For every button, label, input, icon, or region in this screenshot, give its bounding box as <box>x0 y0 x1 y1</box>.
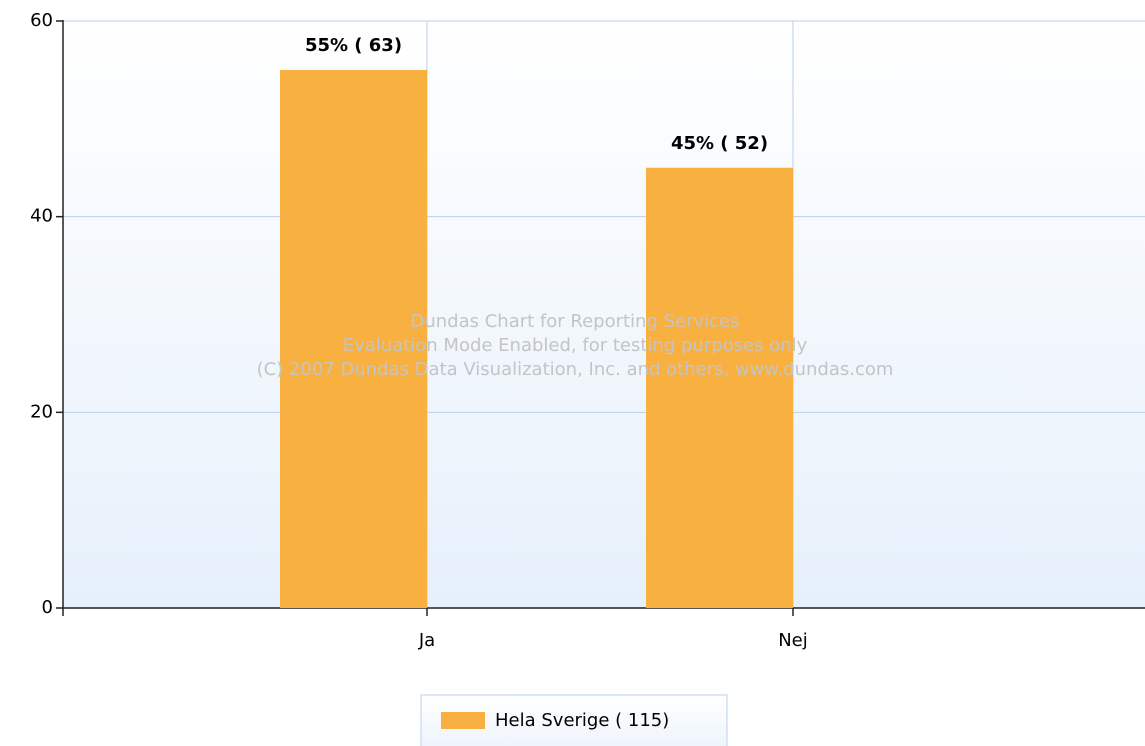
bar <box>280 69 427 608</box>
legend-swatch <box>441 712 485 729</box>
watermark-text: Dundas Chart for Reporting Services <box>410 311 739 332</box>
y-tick-label: 40 <box>30 206 53 227</box>
data-label: 45% ( 52) <box>671 133 768 154</box>
y-tick-label: 60 <box>30 10 53 31</box>
marks: 55% ( 63) 45% ( 52) <box>280 35 793 608</box>
data-label: 55% ( 63) <box>305 35 402 56</box>
legend-label: Hela Sverige ( 115) <box>495 710 669 731</box>
bar <box>646 167 793 608</box>
y-tick-label: 20 <box>30 401 53 422</box>
watermark-text: Evaluation Mode Enabled, for testing pur… <box>343 335 808 356</box>
grid: 0 20 40 60 Ja Nej <box>30 10 1145 651</box>
watermark-text: (C) 2007 Dundas Data Visualization, Inc.… <box>257 359 894 380</box>
y-tick-label: 0 <box>42 597 53 618</box>
x-tick-label: Nej <box>778 630 808 651</box>
plot-area <box>63 21 1145 608</box>
watermark: Dundas Chart for Reporting Services Evalu… <box>257 311 894 380</box>
x-tick-label: Ja <box>418 630 435 651</box>
